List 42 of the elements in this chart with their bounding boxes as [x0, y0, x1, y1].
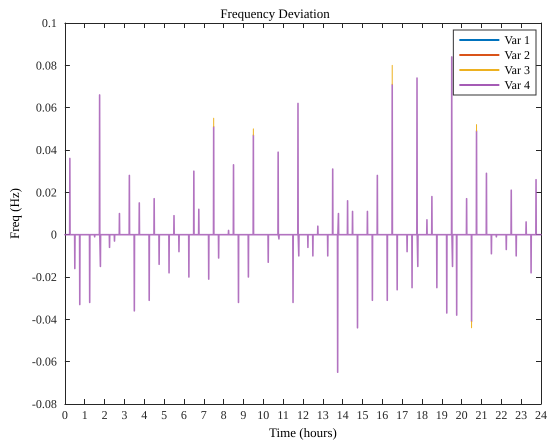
- legend-label: Var 3: [504, 63, 530, 77]
- x-tick-label: 0: [62, 408, 68, 422]
- legend-label: Var 4: [504, 78, 530, 92]
- x-tick-label: 8: [220, 408, 227, 422]
- y-tick-label: -0.06: [32, 354, 57, 369]
- y-tick-label: 0.04: [36, 143, 57, 157]
- chart-title: Frequency Deviation: [220, 6, 330, 21]
- x-tick-label: 17: [396, 408, 408, 422]
- x-tick-label: 3: [121, 408, 128, 422]
- y-tick-label: 0.06: [36, 100, 57, 115]
- x-tick-label: 20: [456, 408, 468, 422]
- x-tick-label: 7: [200, 408, 207, 422]
- x-tick-label: 13: [316, 408, 329, 422]
- x-tick-label: 14: [336, 408, 349, 422]
- y-tick-label: 0.02: [36, 185, 57, 200]
- y-tick-label: 0: [50, 228, 57, 242]
- x-tick-label: 5: [161, 408, 168, 422]
- x-tick-label: 6: [180, 408, 187, 422]
- legend-label: Var 2: [504, 48, 530, 62]
- y-tick-label: 0.08: [36, 58, 57, 72]
- x-tick-label: 11: [277, 408, 289, 422]
- y-tick-label: -0.02: [32, 270, 57, 284]
- x-tick-label: 16: [376, 408, 388, 422]
- x-tick-label: 23: [515, 408, 528, 422]
- x-tick-label: 1: [82, 408, 88, 422]
- y-tick-label: 0.1: [42, 16, 57, 30]
- y-tick-label: -0.04: [32, 312, 57, 326]
- x-tick-label: 18: [416, 408, 428, 422]
- x-tick-label: 4: [141, 408, 148, 422]
- legend-label: Var 1: [504, 33, 530, 47]
- x-tick-label: 12: [296, 408, 309, 422]
- y-tick-label: -0.08: [32, 397, 57, 411]
- y-axis-title: Freq (Hz): [7, 188, 22, 239]
- x-axis-title: Time (hours): [269, 425, 337, 440]
- x-tick-label: 2: [102, 408, 108, 422]
- x-tick-label: 24: [535, 408, 547, 422]
- x-tick-label: 15: [356, 408, 368, 422]
- x-tick-label: 21: [475, 408, 488, 422]
- x-tick-label: 9: [240, 408, 246, 422]
- x-tick-label: 22: [495, 408, 508, 422]
- x-tick-label: 19: [436, 408, 448, 422]
- x-tick-label: 10: [257, 408, 270, 422]
